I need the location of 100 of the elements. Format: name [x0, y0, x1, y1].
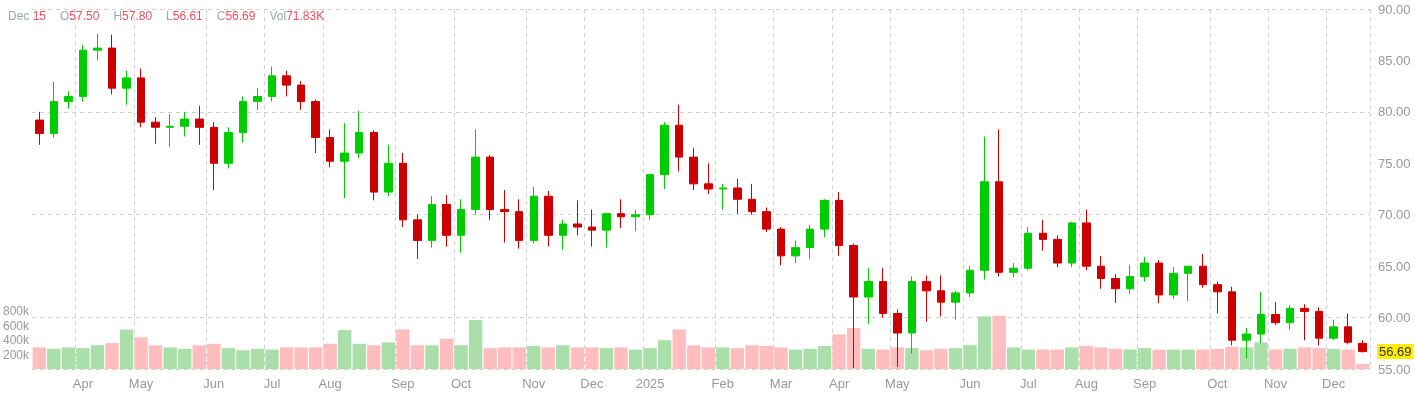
y-tick-label: 55.00 — [1378, 361, 1411, 377]
candlestick — [384, 144, 393, 197]
x-tick-label: Nov — [1263, 376, 1288, 391]
candlestick — [108, 34, 116, 95]
candlestick — [1300, 303, 1309, 341]
candlestick — [1111, 273, 1120, 304]
candlestick — [1155, 259, 1163, 304]
candlestick — [93, 33, 102, 61]
candlestick — [602, 212, 611, 249]
candlestick — [1242, 327, 1251, 360]
bar — [439, 338, 454, 369]
candlestick — [326, 128, 334, 168]
x-tick-label: Aug — [318, 376, 342, 391]
candlestick — [559, 219, 567, 251]
x-tick-label: May — [128, 376, 154, 391]
x-tick-label: Oct — [450, 376, 472, 391]
x-tick-label: Jul — [263, 376, 281, 391]
candlestick — [166, 113, 174, 148]
candlestick — [835, 191, 843, 257]
candlestick — [1213, 281, 1222, 314]
bar — [861, 348, 875, 369]
y-tick-label: 80.00 — [1378, 104, 1411, 120]
candlestick — [268, 66, 276, 103]
candlestick — [50, 81, 58, 139]
annotation: Vol71.83K — [269, 9, 325, 23]
bar — [105, 343, 119, 369]
bar — [1283, 348, 1297, 369]
x-tick-label: May — [885, 376, 911, 391]
x-tick-label: Jun — [959, 376, 981, 391]
candlestick — [791, 239, 800, 264]
bar — [352, 343, 366, 369]
candlestick — [1140, 256, 1149, 283]
candlestick — [1068, 221, 1076, 268]
candlestick — [457, 198, 465, 254]
candlestick — [253, 87, 262, 111]
candlestick — [922, 274, 931, 323]
y2-tick-label: 400k — [2, 333, 31, 348]
bar — [32, 347, 46, 369]
y-tick-label: 75.00 — [1378, 155, 1411, 171]
candlestick — [1199, 253, 1207, 289]
candlestick — [500, 189, 509, 243]
candlestick — [704, 162, 713, 195]
candlestick — [151, 116, 160, 145]
candlestick — [1315, 306, 1323, 346]
bar — [905, 348, 919, 369]
candlestick — [210, 121, 218, 191]
annotation: Dec 15 — [8, 9, 47, 23]
candlestick — [471, 128, 480, 216]
x-tick-label: Apr — [829, 376, 850, 391]
candlestick — [1271, 301, 1280, 326]
candlestick — [340, 122, 349, 199]
candlestick — [617, 198, 625, 229]
y2-tick-label: 200k — [2, 347, 31, 362]
candlestick — [35, 111, 44, 146]
x-tick-label: Sep — [391, 376, 415, 391]
candlestick — [879, 267, 887, 319]
candlestick — [428, 195, 436, 249]
candlestick — [675, 104, 683, 173]
candlestick — [1169, 266, 1178, 300]
bar — [716, 347, 730, 369]
candlestick — [908, 275, 916, 355]
bar — [701, 347, 715, 369]
bar — [890, 347, 905, 369]
bar — [876, 349, 890, 369]
candlestick — [64, 90, 73, 110]
candlestick — [1184, 265, 1192, 302]
candlestick — [180, 111, 189, 138]
candlestick — [631, 209, 640, 232]
candlestick — [1344, 312, 1352, 345]
bar — [1166, 349, 1181, 369]
candlestick — [297, 80, 305, 111]
annotation: C56.69 — [216, 9, 256, 23]
candlestick — [646, 173, 654, 221]
candlestick — [980, 136, 989, 281]
candlestick — [777, 226, 785, 266]
candlestick — [399, 152, 407, 228]
candlestick — [122, 70, 131, 106]
candlestick — [1228, 286, 1236, 346]
bar — [367, 345, 381, 369]
bar — [541, 347, 555, 369]
bar — [1181, 349, 1195, 369]
y-tick-label: 65.00 — [1378, 258, 1411, 274]
candlestick — [413, 214, 422, 260]
bar — [1065, 347, 1079, 369]
candlestick — [937, 274, 945, 318]
bar — [1268, 349, 1283, 369]
x-tick-label: Jun — [203, 376, 225, 391]
candlestick — [544, 190, 553, 248]
candlestick — [1082, 209, 1091, 271]
y-tick-label: 60.00 — [1378, 310, 1411, 326]
candlestick — [486, 154, 494, 221]
candlestick — [137, 68, 145, 128]
x-tick-label: Aug — [1074, 376, 1098, 391]
x-tick-label: 2025 — [635, 376, 665, 391]
candlestick — [748, 183, 756, 216]
candlestick — [1024, 226, 1032, 271]
candlestick — [1097, 255, 1105, 290]
x-tick-label: Feb — [711, 376, 735, 391]
candlestick — [515, 198, 523, 250]
bar — [425, 345, 439, 369]
